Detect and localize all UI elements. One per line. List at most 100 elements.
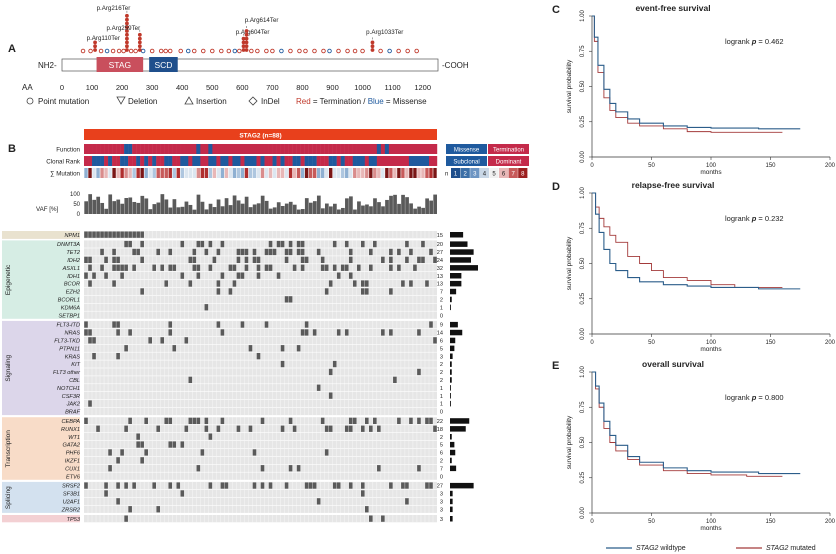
mutation-cell [369, 515, 373, 522]
clonal-rank-cell [308, 156, 313, 166]
vaf-bar [288, 201, 293, 214]
mutation-cell [240, 321, 245, 328]
subclonal-legend-box [446, 156, 487, 166]
mutation-cell [196, 272, 201, 279]
mutation-cell [116, 353, 120, 360]
gene-count: 7 [440, 290, 443, 296]
clonal-rank-cell [144, 156, 149, 166]
gene-frequency-bar [450, 441, 455, 448]
mutation-cell [104, 272, 108, 279]
mutation-cell [164, 280, 169, 287]
mutation-cell [429, 321, 433, 328]
vaf-bar [320, 208, 325, 214]
mutation-count-cell [324, 168, 329, 178]
hotspot-marker [125, 17, 129, 22]
vaf-bar [84, 201, 89, 214]
mutation-cell [124, 240, 128, 248]
mutation-marker [345, 48, 350, 54]
mutation-cell [204, 417, 209, 424]
vaf-bar [144, 198, 149, 214]
mutation-count-cell [88, 168, 92, 178]
text-span: logrank [725, 214, 752, 223]
mutation-cell [381, 329, 385, 336]
mutation-cell [377, 465, 381, 472]
clonal-rank-cell [132, 156, 137, 166]
mutation-cell [168, 441, 173, 448]
indel-icon [248, 96, 258, 106]
clonal-rank-cell [300, 156, 305, 166]
function-cell [260, 144, 265, 154]
mutation-cell [373, 240, 377, 248]
hotspot-label: p.Arg614Ter [245, 17, 279, 24]
text-span: wildtype [658, 545, 685, 552]
vaf-bar [357, 201, 361, 214]
aa-tick-label: 800 [296, 83, 309, 92]
sum-legend-label: 5 [492, 172, 496, 178]
mutation-cell [256, 264, 261, 271]
mutation-marker [219, 48, 224, 54]
function-cell [352, 144, 357, 154]
mutation-cell [369, 248, 373, 256]
mutation-cell [304, 482, 309, 489]
function-cell [184, 144, 189, 154]
clonal-rank-cell [352, 156, 357, 166]
text-span: = Termination / [311, 97, 368, 106]
mutation-cell [140, 231, 144, 238]
gene-count: 3 [440, 500, 443, 506]
mutation-cell [252, 482, 257, 489]
mutation-cell [200, 240, 205, 248]
gene-frequency-bar [450, 241, 468, 247]
mutation-marker [396, 48, 401, 54]
x-tick-label: 100 [706, 519, 717, 525]
stag2-title: STAG2 (n=88) [239, 133, 281, 140]
termination-legend-box [488, 144, 529, 154]
gene-count: 13 [437, 274, 443, 280]
gene-label: JAK2 [66, 402, 81, 408]
mutation-cell [116, 329, 120, 336]
mutation-marker [336, 48, 341, 54]
clonal-rank-cell [88, 156, 93, 166]
function-cell [124, 144, 129, 154]
mutation-cell [84, 272, 88, 279]
mutation-cell [284, 482, 289, 489]
mutation-cell [108, 231, 112, 238]
function-cell [192, 144, 197, 154]
clonal-rank-cell [372, 156, 378, 166]
mutation-count-cell [288, 168, 293, 178]
mutation-cell [300, 264, 305, 271]
clonal-rank-cell [104, 156, 109, 166]
mutation-cell [405, 482, 409, 489]
mutation-cell [288, 417, 293, 424]
mutation-cell [360, 482, 365, 489]
logrank-annotation: logrank p = 0.462 [725, 37, 784, 46]
subclonal-legend-label: Subclonal [453, 160, 479, 166]
sum-legend-box [508, 168, 518, 178]
vaf-bar [341, 207, 345, 214]
mutation-cell [100, 264, 104, 271]
gene-label: KDM6A [61, 305, 81, 311]
text-span: STAG2 [766, 545, 789, 552]
hotspot-marker [93, 44, 97, 49]
text-span: p [751, 37, 757, 46]
hotspot-marker [125, 44, 129, 49]
missense-legend-label: Missense [454, 148, 480, 154]
gene-label: NRAS [64, 331, 80, 337]
y-tick-label: 0.50 [580, 80, 586, 92]
mutation-cell [433, 337, 437, 344]
hotspot-label: p.Arg1033Ter [366, 29, 403, 36]
gene-count: 6 [440, 339, 443, 345]
mutation-count-cell [84, 168, 88, 178]
vaf-bar [296, 209, 301, 214]
mutation-cell [425, 417, 429, 424]
function-cell [288, 144, 293, 154]
mutation-cell [124, 264, 128, 271]
mutation-count-cell [397, 168, 401, 178]
mutation-cell [92, 231, 96, 238]
mutation-cell [244, 256, 249, 263]
hotspot-marker [93, 48, 97, 52]
vaf-bar [337, 209, 341, 214]
y-tick-label: 1.00 [580, 10, 586, 22]
mutation-cell [268, 264, 273, 271]
mutation-cell [88, 329, 92, 336]
hotspot-marker [244, 48, 249, 52]
